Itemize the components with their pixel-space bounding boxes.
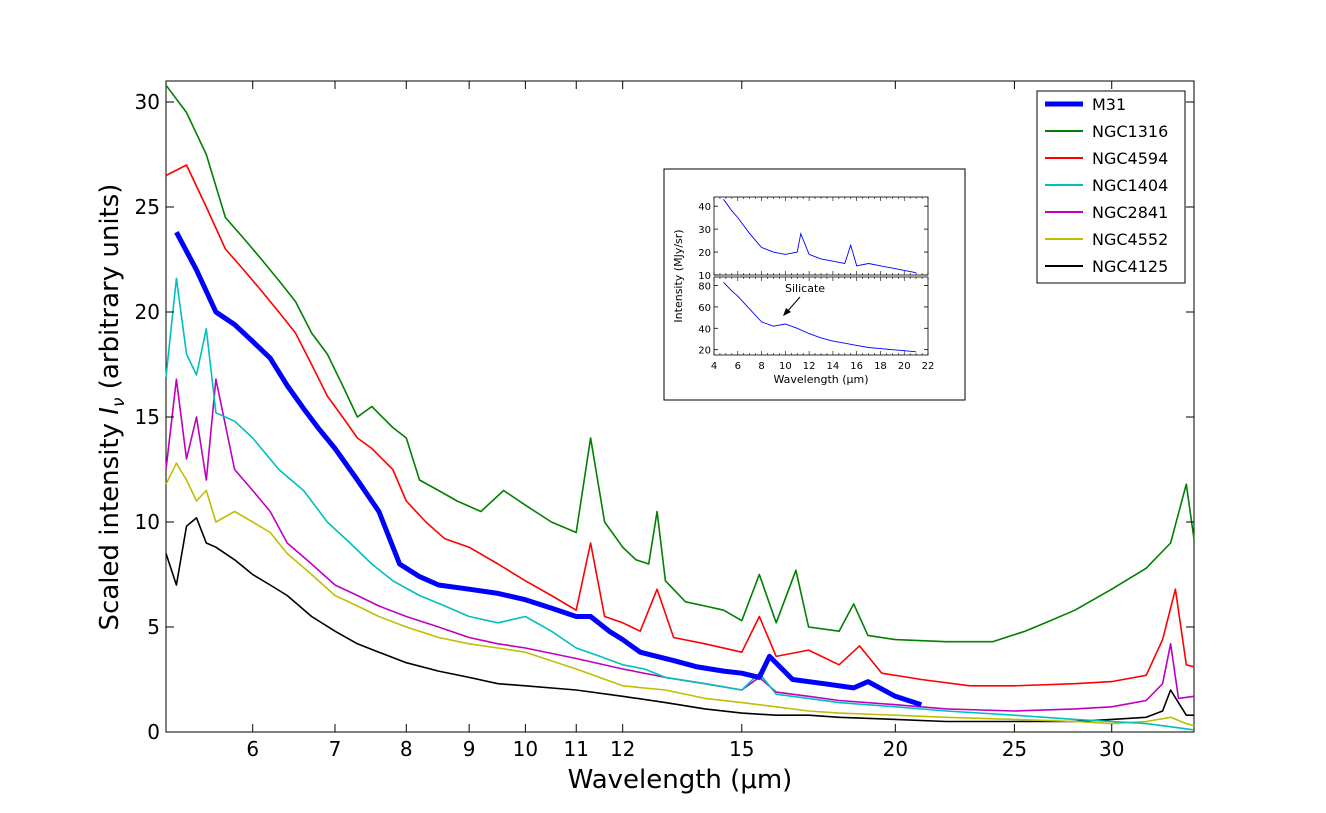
inset-x-tick-label: 18	[874, 361, 887, 372]
legend-label-ngc1316: NGC1316	[1092, 122, 1168, 141]
series-line-ngc2841	[165, 378, 1195, 712]
inset-y-axis-title: Intensity (MJy/sr)	[672, 229, 685, 322]
y-tick-label: 15	[135, 405, 160, 429]
y-axis-title: Scaled intensity Iν (arbitrary units)	[95, 184, 129, 631]
y-tick-label: 20	[135, 300, 160, 324]
inset-y-tick-label: 80	[698, 282, 711, 293]
inset-y-tick-label: 60	[698, 303, 711, 314]
legend-label-ngc4125: NGC4125	[1092, 257, 1168, 276]
legend-label-ngc4552: NGC4552	[1092, 230, 1168, 249]
series-line-ngc1316	[165, 84, 1195, 643]
inset-annotation-label: Silicate	[785, 282, 825, 295]
inset-y-tick-label: 10	[698, 271, 711, 282]
y-tick-label: 0	[147, 720, 160, 744]
x-tick-label: 6	[246, 737, 259, 761]
x-tick-label: 9	[463, 737, 476, 761]
x-axis-title: Wavelength (μm)	[568, 765, 793, 795]
series-line-ngc4594	[165, 164, 1195, 687]
legend-label-ngc1404: NGC1404	[1092, 176, 1168, 195]
inset-y-tick-label: 20	[698, 248, 711, 259]
x-tick-label: 15	[729, 737, 754, 761]
inset-y-tick-label: 30	[698, 225, 711, 236]
inset-y-tick-label: 40	[698, 202, 711, 213]
inset-y-tick-label: 20	[698, 346, 711, 357]
inset-panel-1-line	[723, 199, 917, 274]
x-tick-label: 12	[610, 737, 635, 761]
legend: M31 NGC1316 NGC4594 NGC1404 NGC2841 NGC4552 NG…	[1036, 90, 1186, 284]
series-line-ngc4125	[165, 516, 1194, 723]
inset-x-tick-label: 12	[803, 361, 816, 372]
series-line-ngc4552	[165, 462, 1195, 727]
x-tick-label: 25	[1002, 737, 1027, 761]
legend-frame	[1036, 90, 1186, 284]
legend-label-ngc4594: NGC4594	[1092, 149, 1168, 168]
inset-annotation-arrowhead	[783, 308, 791, 316]
inset-x-tick-label: 4	[711, 361, 717, 372]
y-tick-label: 30	[135, 90, 160, 114]
inset-x-tick-label: 20	[898, 361, 911, 372]
y-tick-label: 5	[147, 615, 160, 639]
main-axis-ticks: 6 7 8 9 10 11 12 15 20 25 30 0 5 10 15 20 25 30	[135, 81, 1194, 761]
main-plot-frame	[165, 80, 1195, 733]
inset-y-tick-label: 40	[698, 324, 711, 335]
inset-panel-2-line	[723, 281, 917, 353]
inset-x-tick-label: 14	[827, 361, 840, 372]
y-tick-label: 25	[135, 195, 160, 219]
series-line-m31	[174, 231, 923, 708]
inset-x-tick-label: 6	[735, 361, 741, 372]
main-series-group	[165, 84, 1195, 731]
x-tick-label: 11	[564, 737, 589, 761]
y-tick-label: 10	[135, 510, 160, 534]
x-tick-label: 20	[883, 737, 908, 761]
x-tick-label: 8	[400, 737, 413, 761]
inset-x-tick-label: 22	[922, 361, 935, 372]
x-tick-label: 30	[1099, 737, 1124, 761]
x-tick-label: 10	[513, 737, 538, 761]
legend-label-ngc2841: NGC2841	[1092, 203, 1168, 222]
inset-x-tick-label: 8	[758, 361, 764, 372]
series-line-ngc1404	[165, 277, 1195, 731]
inset-x-axis-title: Wavelength (μm)	[773, 373, 868, 386]
inset-chart: 10 20 30 40 20 40 60 80 Silicate Intensity (MJy/s…	[663, 168, 966, 401]
inset-x-tick-label: 10	[779, 361, 792, 372]
legend-label-m31: M31	[1092, 95, 1126, 114]
inset-x-tick-label: 16	[850, 361, 863, 372]
x-tick-label: 7	[329, 737, 342, 761]
